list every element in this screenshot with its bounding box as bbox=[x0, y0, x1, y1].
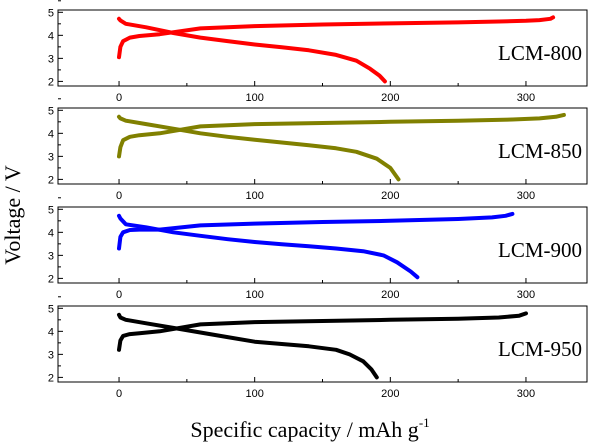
series-charge-lcm-950 bbox=[117, 311, 528, 352]
y-tick-label: 3 bbox=[48, 53, 54, 65]
x-tick-label: 300 bbox=[517, 190, 535, 202]
panel-label: LCM-950 bbox=[498, 337, 582, 361]
y-tick-label: 5 bbox=[48, 105, 54, 117]
y-tick-label: 3 bbox=[48, 349, 54, 361]
panel-1: 2 3 4 5 0 100 200 300 LCM-800 bbox=[48, 0, 588, 104]
x-axis-label-superscript: -1 bbox=[419, 415, 430, 430]
x-tick-label: 200 bbox=[381, 92, 399, 104]
y-tick-label: 5 bbox=[48, 204, 54, 216]
x-tick-label: 100 bbox=[245, 388, 263, 400]
series-charge-lcm-900 bbox=[117, 211, 515, 251]
x-tick-label: 300 bbox=[517, 388, 535, 400]
series-discharge-lcm-950 bbox=[117, 312, 379, 380]
series-discharge-lcm-900 bbox=[117, 213, 420, 280]
panel-4: 2 3 4 5 0 100 200 300 LCM-950 bbox=[48, 296, 588, 400]
y-tick-label: 4 bbox=[48, 30, 54, 42]
y-tick-label: 3 bbox=[48, 250, 54, 262]
x-tick-label: 300 bbox=[517, 289, 535, 301]
series-discharge-lcm-800 bbox=[117, 16, 387, 84]
y-tick-label: 2 bbox=[48, 76, 54, 88]
x-tick-label: 100 bbox=[245, 190, 263, 202]
x-axis-label-main: Specific capacity / mAh g bbox=[190, 417, 418, 442]
panel-label: LCM-800 bbox=[498, 41, 582, 65]
x-tick-label: 0 bbox=[116, 388, 122, 400]
x-tick-label: 0 bbox=[116, 190, 122, 202]
y-tick-label: 3 bbox=[48, 151, 54, 163]
series-charge-lcm-850 bbox=[117, 112, 566, 159]
panel-3: 2 3 4 5 0 100 200 300 LCM-900 bbox=[48, 197, 588, 301]
x-tick-label: 0 bbox=[116, 289, 122, 301]
panel-label: LCM-850 bbox=[498, 139, 582, 163]
series-discharge-lcm-850 bbox=[117, 114, 401, 182]
y-tick-label: 5 bbox=[48, 7, 54, 19]
x-tick-label: 100 bbox=[245, 289, 263, 301]
x-tick-label: 200 bbox=[381, 289, 399, 301]
y-axis-label: Voltage / V bbox=[0, 165, 25, 265]
x-tick-label: 0 bbox=[116, 92, 122, 104]
x-tick-label: 200 bbox=[381, 190, 399, 202]
y-tick-label: 2 bbox=[48, 273, 54, 285]
x-tick-label: 100 bbox=[245, 92, 263, 104]
x-axis-label: Specific capacity / mAh g-1 bbox=[190, 415, 429, 442]
y-tick-label: 5 bbox=[48, 303, 54, 315]
y-tick-label: 4 bbox=[48, 227, 54, 239]
x-tick-label: 200 bbox=[381, 388, 399, 400]
y-tick-label: 2 bbox=[48, 372, 54, 384]
series-charge-lcm-800 bbox=[117, 15, 556, 60]
y-tick-label: 4 bbox=[48, 128, 54, 140]
panel-2: 2 3 4 5 0 100 200 300 LCM-850 bbox=[48, 98, 588, 202]
y-tick-label: 4 bbox=[48, 326, 54, 338]
y-tick-label: 2 bbox=[48, 174, 54, 186]
x-tick-label: 300 bbox=[517, 92, 535, 104]
panel-label: LCM-900 bbox=[498, 238, 582, 262]
